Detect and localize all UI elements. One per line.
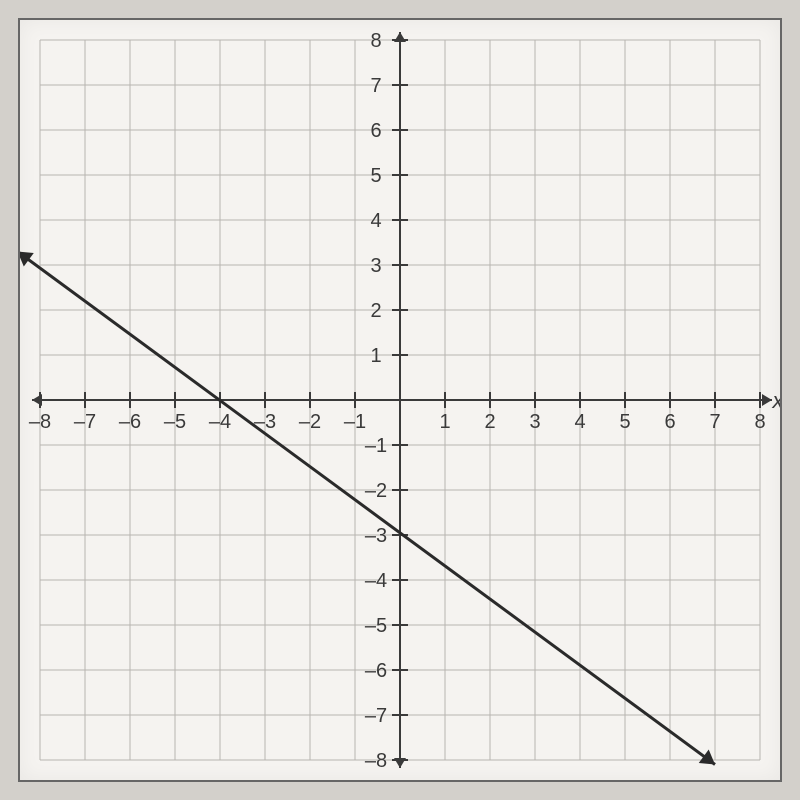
- y-tick-label: 2: [370, 300, 381, 322]
- x-tick-label: –1: [344, 411, 366, 433]
- graph-svg: –8 –7 –6 –5 –4 –3 –2 –1 1 2 3 4 5 6 7 8 –8 –7 –6 –5 –4 –3 –2 –1…: [20, 20, 780, 780]
- y-tick-label: –4: [365, 570, 387, 592]
- x-tick-label: 7: [709, 411, 720, 433]
- x-tick-label: –3: [254, 411, 276, 433]
- x-tick-label: –6: [119, 411, 141, 433]
- x-tick-label: –7: [74, 411, 96, 433]
- x-tick-label: 2: [484, 411, 495, 433]
- y-tick-label: 3: [370, 255, 381, 277]
- x-tick-label: 8: [754, 411, 765, 433]
- y-tick-label: 1: [370, 345, 381, 367]
- y-tick-label: 4: [370, 210, 381, 232]
- y-tick-label: –6: [365, 660, 387, 682]
- plotted-line: [20, 252, 715, 765]
- y-tick-label: –7: [365, 705, 387, 727]
- y-tick-label: –8: [365, 750, 387, 772]
- y-tick-label: 5: [370, 165, 381, 187]
- line-arrow-end: [699, 749, 715, 764]
- x-tick-label: –4: [209, 411, 231, 433]
- x-tick-label: 6: [664, 411, 675, 433]
- line-arrow-start: [20, 252, 34, 267]
- x-axis-label: x: [772, 388, 781, 413]
- y-tick-label: –2: [365, 480, 387, 502]
- x-tick-label: 5: [619, 411, 630, 433]
- y-tick-label: 6: [370, 120, 381, 142]
- x-tick-label: 4: [574, 411, 585, 433]
- y-tick-label: –5: [365, 615, 387, 637]
- x-tick-label: –5: [164, 411, 186, 433]
- x-tick-label: 1: [439, 411, 450, 433]
- y-tick-label: 8: [370, 30, 381, 52]
- y-tick-label: –1: [365, 435, 387, 457]
- y-tick-label: –3: [365, 525, 387, 547]
- x-tick-label: 3: [529, 411, 540, 433]
- x-tick-label: –2: [299, 411, 321, 433]
- x-axis-arrow-right: [762, 394, 772, 406]
- coordinate-graph: –8 –7 –6 –5 –4 –3 –2 –1 1 2 3 4 5 6 7 8 –8 –7 –6 –5 –4 –3 –2 –1…: [18, 18, 782, 782]
- y-tick-label: 7: [370, 75, 381, 97]
- x-tick-label: –8: [29, 411, 51, 433]
